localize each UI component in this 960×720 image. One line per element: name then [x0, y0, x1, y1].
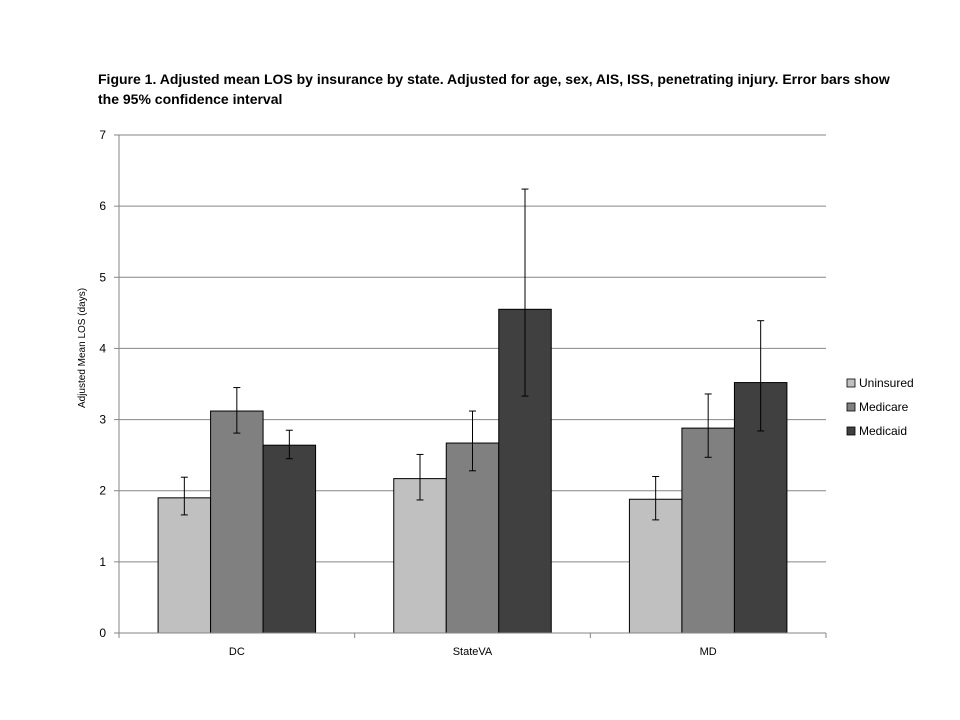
- legend-label: Medicare: [859, 400, 909, 414]
- chart-title: Figure 1. Adjusted mean LOS by insurance…: [98, 71, 890, 107]
- x-tick-label: DC: [229, 646, 245, 658]
- error-bar-uninsured-md: [652, 475, 660, 521]
- x-tick-label: MD: [700, 646, 717, 658]
- axes: [114, 134, 827, 638]
- legend: Uninsured Medicare Medicaid: [846, 376, 914, 438]
- legend-swatch: [846, 402, 856, 412]
- error-bar-medicare-dc: [233, 387, 241, 434]
- legend-item-medicare: Medicare: [846, 400, 909, 414]
- y-tick-label: 2: [99, 484, 106, 498]
- legend-swatch: [846, 378, 856, 388]
- y-tick-label: 6: [99, 199, 106, 213]
- y-axis-label: Adjusted Mean LOS (days): [77, 288, 88, 408]
- error-bar-medicaid-md: [757, 320, 765, 432]
- category-labels: DC StateVA MD: [229, 646, 717, 658]
- legend-label: Uninsured: [859, 376, 914, 390]
- error-bar-medicare-stateva: [469, 410, 476, 472]
- bar-uninsured-dc: [157, 497, 212, 634]
- bar-medicaid-dc: [262, 444, 317, 634]
- bar-medicare-stateva: [445, 442, 500, 634]
- error-bar-medicare-md: [704, 393, 712, 458]
- bar-medicare-md: [681, 427, 735, 634]
- error-bar-uninsured-dc: [180, 476, 188, 516]
- y-tick-label: 4: [99, 341, 106, 355]
- error-bar-medicaid-dc: [285, 429, 293, 460]
- error-bar-medicaid-stateva: [521, 188, 529, 397]
- error-bars: [180, 188, 765, 521]
- y-tick-label: 5: [99, 270, 106, 284]
- legend-item-medicaid: Medicaid: [846, 424, 907, 438]
- error-bar-uninsured-stateva: [416, 453, 424, 501]
- legend-label: Medicaid: [859, 424, 907, 438]
- bar-uninsured-md: [628, 498, 683, 634]
- bars: [157, 308, 788, 634]
- bar-medicare-dc: [210, 410, 264, 634]
- bar-uninsured-stateva: [393, 478, 447, 634]
- y-tick-labels: 0 1 2 3 4 5 6 7: [99, 128, 106, 640]
- y-tick-label: 7: [99, 128, 106, 142]
- x-tick-label: StateVA: [453, 646, 493, 658]
- y-tick-label: 3: [99, 413, 106, 427]
- legend-swatch: [846, 426, 856, 436]
- legend-item-uninsured: Uninsured: [846, 376, 914, 390]
- y-tick-label: 1: [99, 555, 106, 569]
- chart-title-line: Figure 1. Adjusted mean LOS by insurance…: [98, 71, 890, 87]
- chart-title-line: the 95% confidence interval: [98, 91, 282, 107]
- y-tick-label: 0: [99, 626, 106, 640]
